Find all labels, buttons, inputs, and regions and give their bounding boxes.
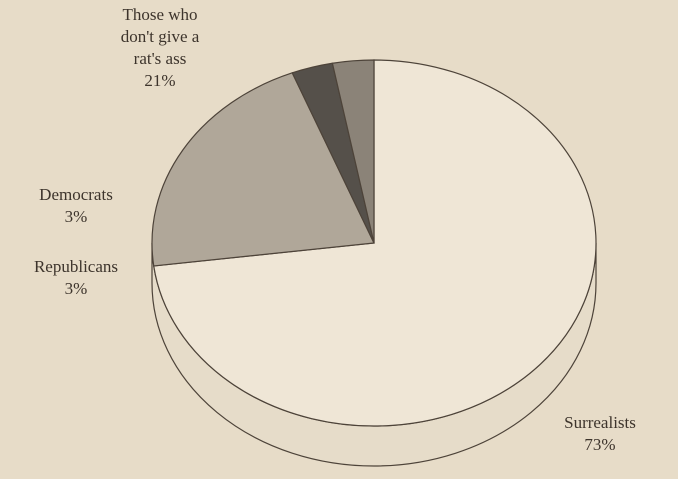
pie-label-3: Republicans 3%: [34, 257, 118, 298]
pie-percent-0: 73%: [584, 435, 615, 454]
pie-percent-3: 3%: [65, 279, 88, 298]
pie-slice-those-who: [151, 72, 375, 267]
pie-slice-surrealists: [153, 59, 597, 427]
pie-label-0: Surrealists 73%: [564, 413, 636, 454]
pie-labels: Surrealists 73% Those who don't give a rat's…: [34, 5, 636, 454]
pie-label-1: Those who don't give a rat's ass 21%: [121, 5, 200, 90]
pie-slice-republicans: [331, 59, 375, 244]
pie-percent-2: 3%: [65, 207, 88, 226]
pie-label-2: Democrats 3%: [39, 185, 113, 226]
pie-slices: [151, 59, 597, 427]
pie-percent-1: 21%: [144, 71, 175, 90]
